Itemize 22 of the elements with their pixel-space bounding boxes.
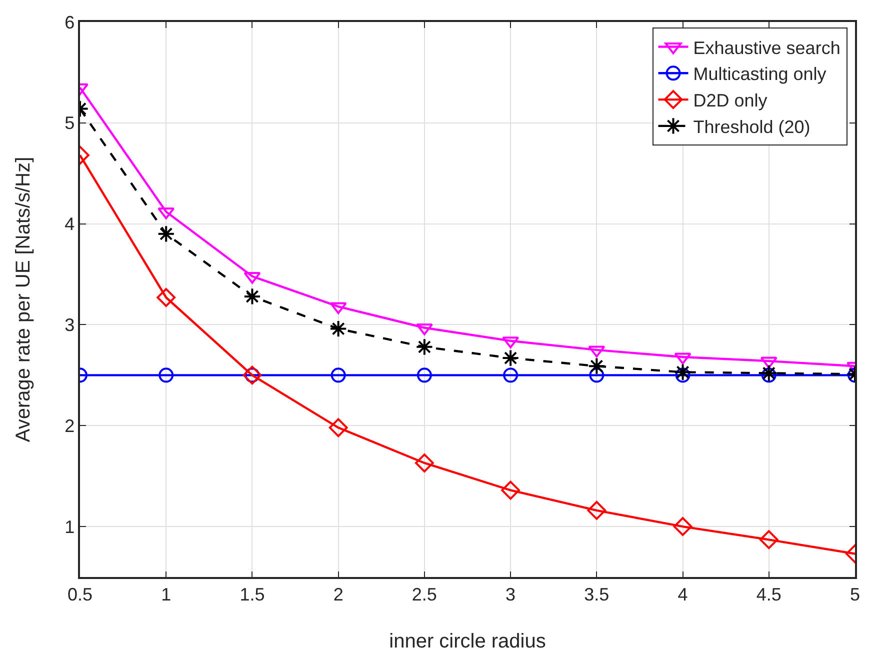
x-tick-label: 1.5 (240, 584, 265, 604)
y-tick-label: 1 (64, 516, 75, 537)
x-tick-label: 4.5 (756, 584, 782, 604)
y-tick-label: 2 (64, 416, 75, 436)
x-tick-label: 3 (506, 584, 516, 604)
legend-label: Threshold (20) (693, 116, 810, 137)
x-tick-label: 2 (333, 584, 344, 604)
x-tick-label: 2.5 (412, 584, 437, 604)
y-tick-label: 4 (64, 214, 75, 234)
legend-label: Multicasting only (693, 64, 826, 84)
x-tick-label: 4 (678, 584, 688, 604)
legend-label: Exhaustive search (693, 38, 840, 58)
x-tick-label: 5 (850, 584, 860, 604)
y-tick-label: 3 (64, 315, 75, 336)
x-axis-title: inner circle radius (389, 630, 546, 652)
y-axis-title: Average rate per UE [Nats/s/Hz] (12, 156, 34, 442)
x-tick-label: 3.5 (584, 584, 610, 604)
x-tick-label: 1 (161, 584, 172, 604)
y-tick-label: 6 (64, 12, 75, 32)
x-tick-label: 0.5 (67, 584, 93, 604)
legend-label: D2D only (693, 90, 768, 111)
y-tick-label: 5 (64, 113, 75, 134)
